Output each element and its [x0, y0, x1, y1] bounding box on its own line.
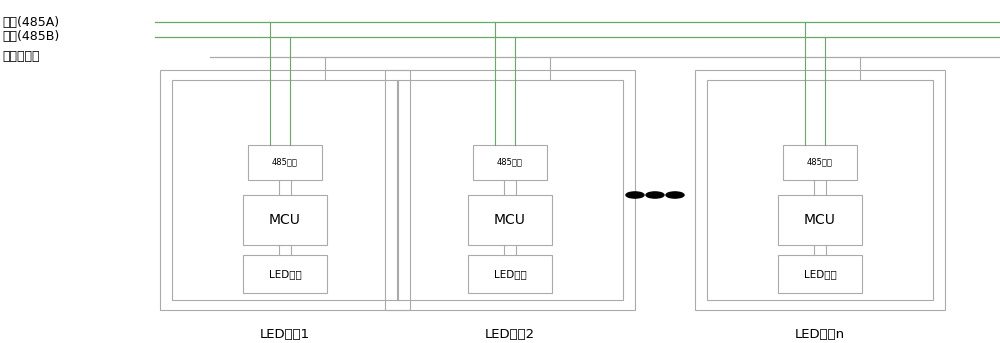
Text: MCU: MCU [269, 213, 301, 227]
Bar [778, 255, 862, 293]
Text: MCU: MCU [494, 213, 526, 227]
Text: LED驱动: LED驱动 [804, 269, 836, 279]
Text: 总线(485A): 总线(485A) [2, 15, 59, 28]
Bar [248, 145, 322, 180]
Bar [473, 145, 547, 180]
Text: 485芯片: 485芯片 [497, 157, 523, 166]
Text: 485芯片: 485芯片 [807, 157, 833, 166]
Text: LED灯具1: LED灯具1 [260, 329, 310, 342]
Bar [243, 255, 327, 293]
Bar [707, 80, 933, 300]
Text: 总线(485B): 总线(485B) [2, 31, 59, 44]
Text: LED灯具n: LED灯具n [795, 329, 845, 342]
Text: 485芯片: 485芯片 [272, 157, 298, 166]
Circle shape [666, 192, 684, 198]
Text: LED驱动: LED驱动 [269, 269, 301, 279]
Bar [172, 80, 398, 300]
Bar [783, 145, 857, 180]
Circle shape [626, 192, 644, 198]
Bar [695, 70, 945, 310]
Bar [778, 195, 862, 245]
Text: LED灯具2: LED灯具2 [485, 329, 535, 342]
Bar [468, 255, 552, 293]
Bar [468, 195, 552, 245]
Bar [243, 195, 327, 245]
Bar [385, 70, 635, 310]
Bar [397, 80, 623, 300]
Text: 总线屏蔽线: 总线屏蔽线 [2, 50, 40, 63]
Circle shape [646, 192, 664, 198]
Text: MCU: MCU [804, 213, 836, 227]
Bar [160, 70, 410, 310]
Text: LED驱动: LED驱动 [494, 269, 526, 279]
